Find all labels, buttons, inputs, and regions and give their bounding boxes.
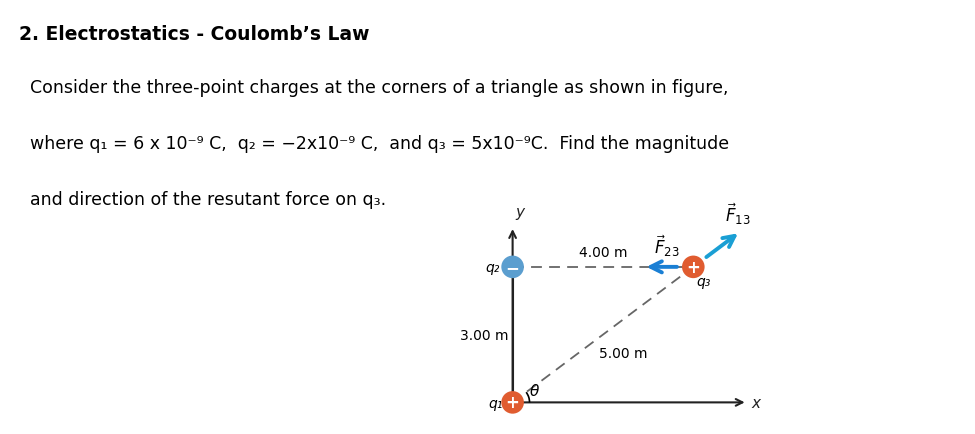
Text: 2. Electrostatics - Coulomb’s Law: 2. Electrostatics - Coulomb’s Law — [20, 25, 370, 43]
Text: and direction of the resutant force on q₃.: and direction of the resutant force on q… — [20, 191, 386, 208]
Text: −: − — [506, 258, 520, 276]
Text: x: x — [751, 395, 760, 410]
Text: θ: θ — [529, 383, 539, 398]
Text: q₁: q₁ — [488, 396, 503, 410]
Text: q₂: q₂ — [486, 260, 499, 274]
Text: q₃: q₃ — [696, 275, 711, 289]
Circle shape — [682, 256, 705, 279]
Text: 5.00 m: 5.00 m — [599, 346, 647, 360]
Circle shape — [501, 256, 524, 279]
Text: y: y — [516, 205, 525, 220]
Text: $\vec{F}_{23}$: $\vec{F}_{23}$ — [654, 233, 680, 258]
Circle shape — [501, 391, 524, 414]
Text: Consider the three-point charges at the corners of a triangle as shown in figure: Consider the three-point charges at the … — [20, 79, 729, 96]
Text: 3.00 m: 3.00 m — [460, 328, 509, 342]
Text: +: + — [686, 258, 700, 276]
Text: where q₁ = 6 x 10⁻⁹ C,  q₂ = −2x10⁻⁹ C,  and q₃ = 5x10⁻⁹C.  Find the magnitude: where q₁ = 6 x 10⁻⁹ C, q₂ = −2x10⁻⁹ C, a… — [20, 135, 729, 152]
Text: $\vec{F}_{13}$: $\vec{F}_{13}$ — [725, 201, 751, 227]
Text: +: + — [506, 394, 520, 411]
Text: 4.00 m: 4.00 m — [579, 245, 627, 259]
